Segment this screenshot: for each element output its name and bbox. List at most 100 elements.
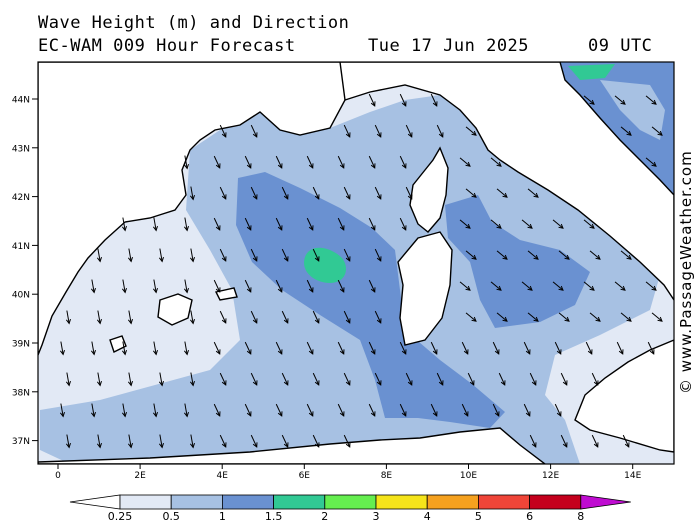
legend-swatch xyxy=(119,494,172,510)
forecast-time: 09 UTC xyxy=(588,36,653,56)
wave-arrow xyxy=(554,403,562,417)
wave-arrow xyxy=(127,310,133,325)
wave-arrow xyxy=(312,186,320,200)
forecast-model-label: EC-WAM 009 Hour Forecast xyxy=(38,36,296,56)
wave-arrow xyxy=(374,248,382,262)
legend-swatch xyxy=(477,494,530,510)
legend-swatch xyxy=(324,494,377,510)
wave-arrow xyxy=(219,248,227,262)
wave-band-1-1.5m-west xyxy=(236,172,505,428)
wave-arrow xyxy=(558,250,570,260)
legend-label: 2 xyxy=(321,510,328,523)
wave-arrow xyxy=(121,341,127,356)
lat-label: 38N xyxy=(12,388,30,398)
legend-swatch xyxy=(580,494,631,510)
wave-arrow xyxy=(343,248,351,262)
land-mallorca xyxy=(157,293,193,326)
wave-arrow xyxy=(213,155,221,169)
legend-swatch xyxy=(170,494,223,510)
wave-arrow xyxy=(465,188,477,198)
wave-arrow xyxy=(96,372,102,387)
wave-arrow xyxy=(275,217,283,231)
wave-arrow xyxy=(127,372,133,387)
lon-label: 10E xyxy=(460,471,477,481)
wave-arrow xyxy=(127,434,133,449)
wave-arrow xyxy=(59,403,65,418)
legend-swatch xyxy=(529,494,582,510)
wave-arrow xyxy=(250,372,258,386)
wave-arrow xyxy=(620,312,632,322)
wave-arrow xyxy=(591,434,599,448)
wave-arrow xyxy=(183,155,189,170)
wave-arrow xyxy=(490,219,502,229)
land-sardinia xyxy=(397,231,453,346)
wave-arrow xyxy=(219,124,227,138)
wave-arrow xyxy=(213,217,221,231)
wave-arrow xyxy=(523,341,531,355)
land-north-africa xyxy=(38,427,547,464)
map-axes: 44N 43N 42N 41N 40N 39N 38N 37N 0 2E 4E 6E 8E 10E 12E 1… xyxy=(12,96,642,482)
wave-arrow xyxy=(90,279,96,294)
land-ibiza xyxy=(109,335,127,353)
legend-label: 1 xyxy=(219,510,226,523)
wave-arrow xyxy=(436,372,444,386)
lat-label: 40N xyxy=(12,291,30,301)
wave-arrow xyxy=(312,248,320,262)
wave-arrow xyxy=(306,279,314,293)
wave-arrow xyxy=(250,248,258,262)
wave-arrow xyxy=(496,188,508,198)
lat-label: 43N xyxy=(12,144,30,154)
wave-arrow xyxy=(275,155,283,169)
lon-label: 2E xyxy=(134,471,146,481)
wave-direction-arrows xyxy=(59,93,663,449)
legend-swatch xyxy=(375,494,428,510)
lat-label: 37N xyxy=(12,437,30,447)
wave-arrow xyxy=(591,372,599,386)
wave-arrow xyxy=(343,186,351,200)
wave-arrow xyxy=(523,403,531,417)
wave-arrow xyxy=(312,434,320,448)
wave-arrow xyxy=(337,341,345,355)
map-frame xyxy=(37,61,675,465)
legend-swatch xyxy=(273,494,326,510)
wave-arrow xyxy=(560,372,568,386)
wave-arrow xyxy=(560,434,568,448)
land-corsica xyxy=(409,146,449,233)
wave-arrow xyxy=(127,248,133,263)
wave-arrow xyxy=(490,157,502,167)
wave-arrow xyxy=(645,95,657,105)
wave-arrow xyxy=(620,126,632,136)
wave-arrow xyxy=(250,186,258,200)
wave-arrow xyxy=(275,279,283,293)
wave-arrow xyxy=(183,217,189,232)
lat-label: 41N xyxy=(12,242,30,252)
wave-band-1-1.5m-east xyxy=(445,195,590,328)
land-sicily xyxy=(574,339,674,453)
wave-arrow xyxy=(399,155,407,169)
wave-arrow xyxy=(219,310,227,324)
wave-arrow xyxy=(368,93,376,107)
legend-label: 4 xyxy=(424,510,431,523)
wave-arrow xyxy=(645,157,657,167)
wave-arrow xyxy=(219,434,227,448)
wave-arrow xyxy=(368,279,376,293)
wave-arrow xyxy=(121,279,127,294)
wave-arrow xyxy=(250,124,258,138)
wave-arrow xyxy=(306,341,314,355)
wave-arrow xyxy=(213,341,221,355)
wave-arrow xyxy=(244,217,252,231)
legend-label: 1.5 xyxy=(265,510,283,523)
wave-arrow xyxy=(616,341,624,355)
wave-arrow xyxy=(496,250,508,260)
wave-arrow xyxy=(430,403,438,417)
wave-arrow xyxy=(467,372,475,386)
wave-arrow xyxy=(96,434,102,449)
wave-arrow xyxy=(337,279,345,293)
wave-arrow xyxy=(281,434,289,448)
wave-arrow xyxy=(275,403,283,417)
wave-arrow xyxy=(65,310,71,325)
wave-arrow xyxy=(275,341,283,355)
lon-label: 0 xyxy=(55,471,61,481)
wave-arrow xyxy=(374,186,382,200)
